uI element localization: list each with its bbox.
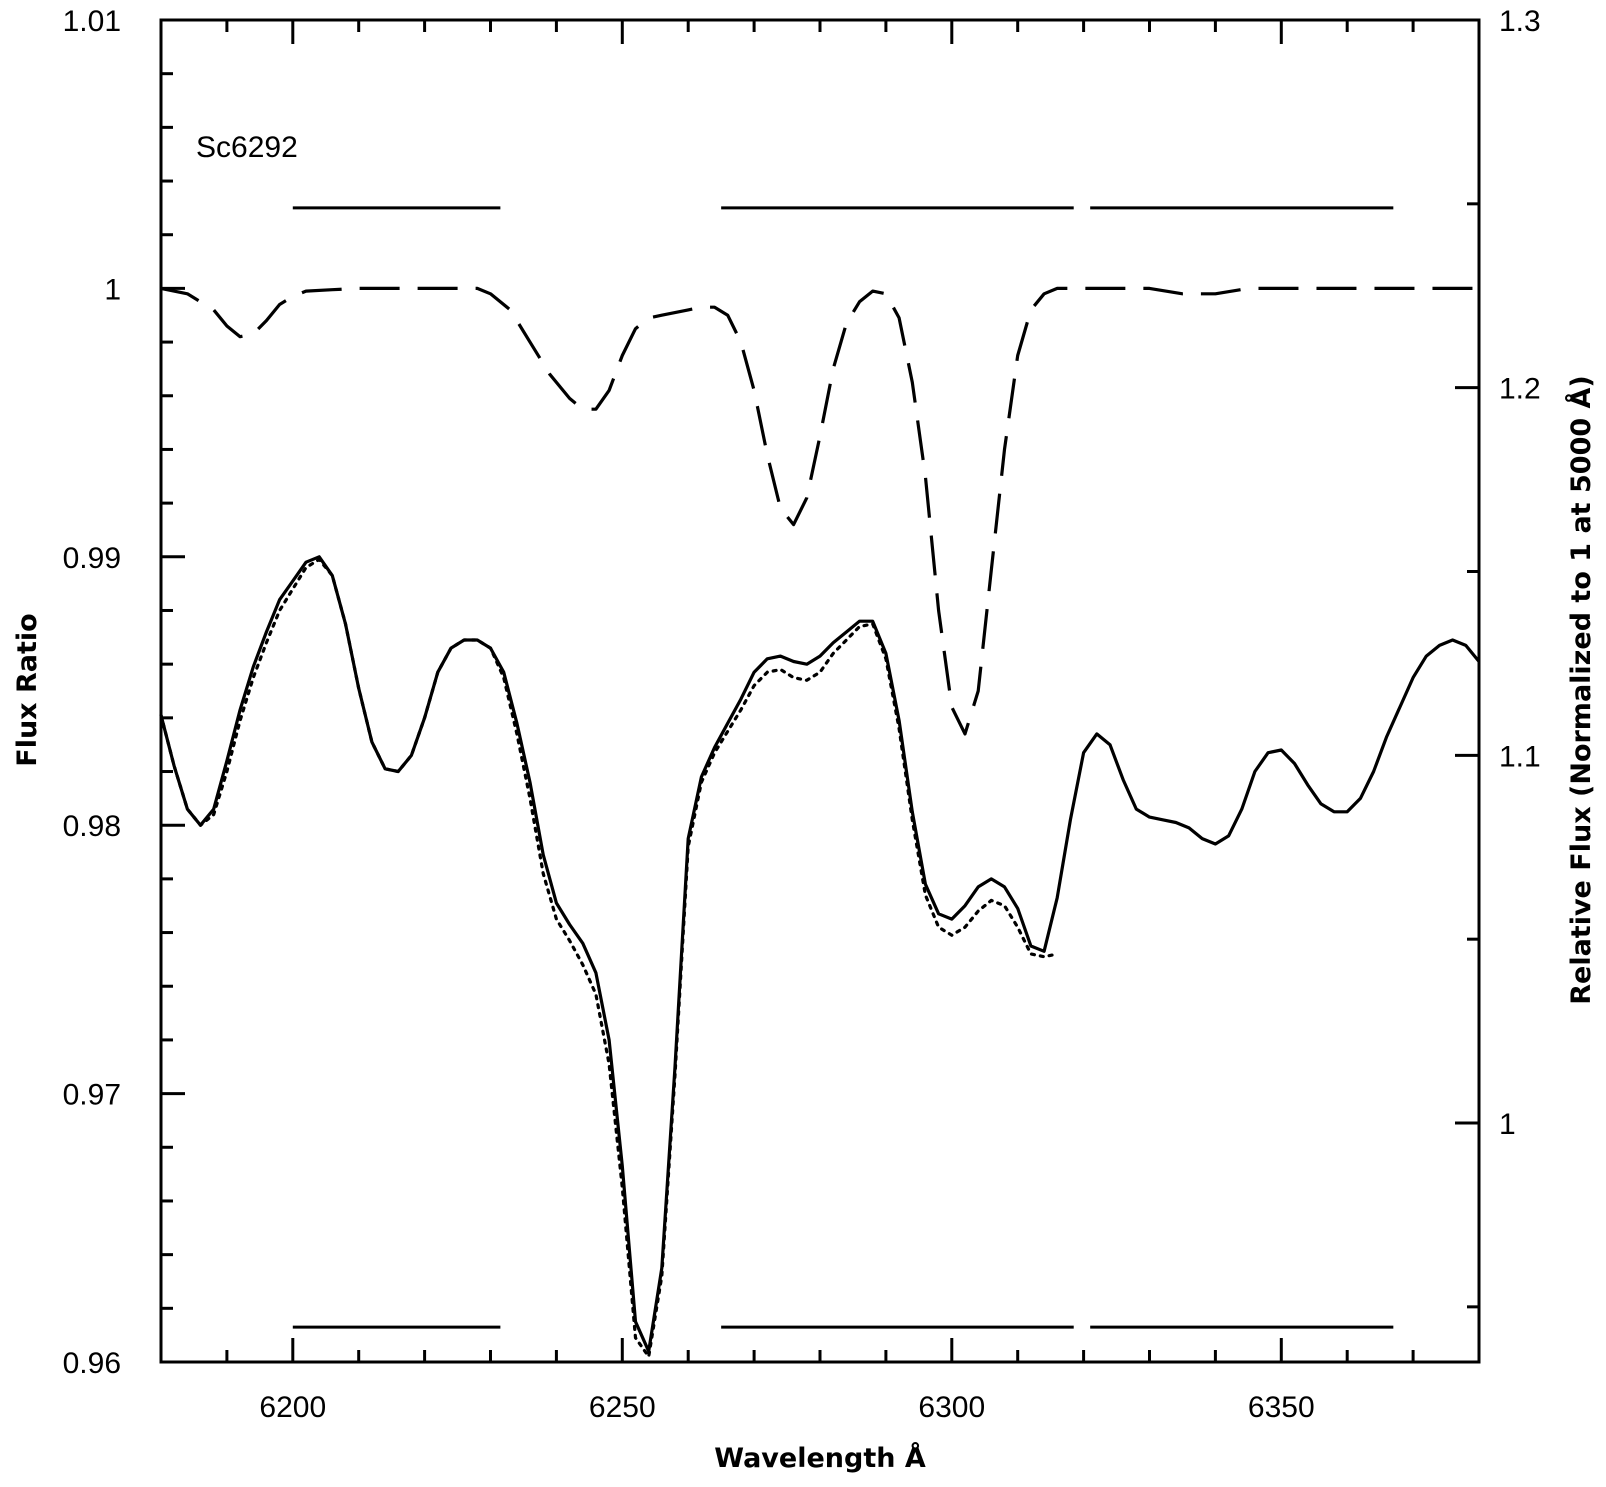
y-tick-label: 0.96 (63, 1347, 121, 1380)
y-right-tick-label: 1.3 (1499, 5, 1541, 38)
ticks (159, 18, 1481, 1364)
series-lines (159, 286, 1481, 1359)
y-tick-label: 0.99 (63, 542, 121, 575)
x-axis-title: Wavelength Å (714, 1442, 926, 1474)
y-tick-label: 0.97 (63, 1079, 121, 1112)
y-right-tick-label: 1 (1499, 1108, 1516, 1141)
wavelength-bands (292, 206, 1394, 1329)
series-line-solid (159, 555, 1481, 1353)
y-tick-label: 0.98 (63, 810, 121, 843)
x-tick-label: 6250 (589, 1391, 656, 1424)
series-annotation: Sc6292 (196, 131, 298, 164)
y-axis-title: Flux Ratio (12, 613, 43, 766)
series-line-dashed (160, 286, 1479, 736)
y-right-axis-title: Relative Flux (Normalized to 1 at 5000 Å… (1565, 375, 1597, 1005)
x-tick-label: 6200 (259, 1391, 326, 1424)
series-line-dotted (159, 557, 1059, 1359)
x-tick-label: 6300 (918, 1391, 985, 1424)
y-tick-label: 1 (104, 273, 121, 306)
x-tick-label: 6350 (1248, 1391, 1315, 1424)
y-right-tick-label: 1.2 (1499, 373, 1541, 406)
y-tick-label: 1.01 (63, 5, 121, 38)
tick-labels: 6200 6250 6300 6350 0.96 0.97 0.98 0.99 1 1.01 1 1.… (63, 5, 1541, 1424)
y-right-tick-label: 1.1 (1499, 740, 1541, 773)
